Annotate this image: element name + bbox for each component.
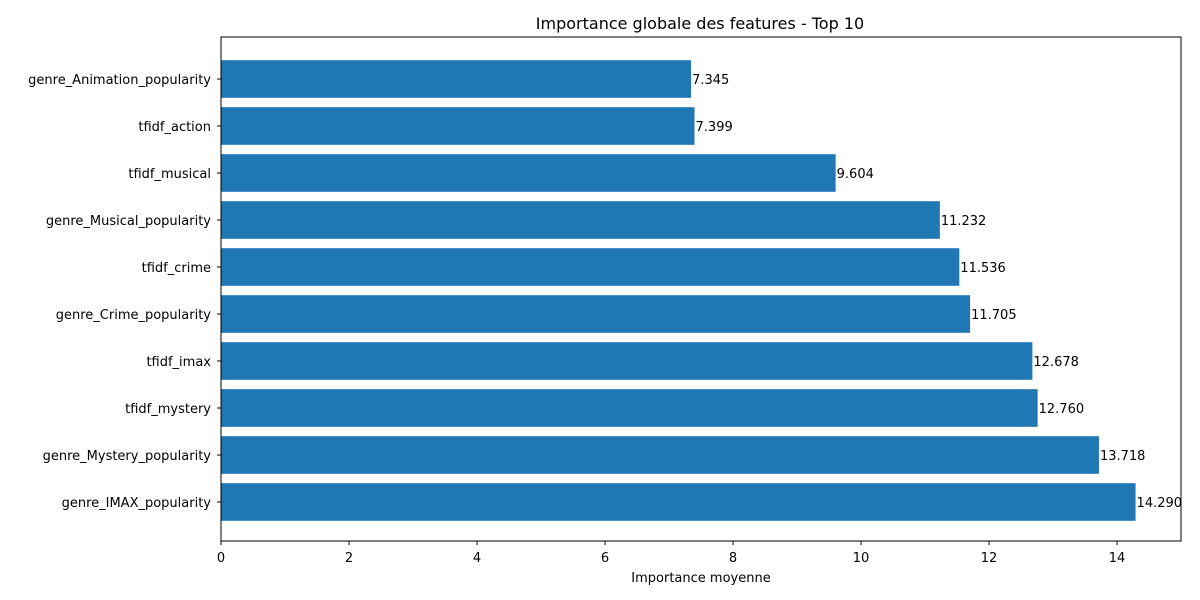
data-label: 11.232 (941, 214, 987, 229)
x-tick-label: 14 (1109, 551, 1126, 566)
chart-title: Importance globale des features - Top 10 (536, 14, 864, 33)
data-label: 7.399 (696, 120, 733, 135)
bar (221, 436, 1099, 474)
y-tick-label: tfidf_action (138, 120, 211, 135)
y-tick-label: genre_Crime_popularity (56, 308, 212, 323)
y-tick-label: genre_Animation_popularity (28, 73, 211, 88)
x-tick-label: 2 (345, 551, 353, 566)
y-tick-label: tfidf_crime (142, 261, 211, 276)
bar (221, 295, 971, 333)
bar (221, 60, 692, 98)
y-tick-label: genre_Mystery_popularity (43, 449, 212, 464)
plot-frame (220, 36, 1182, 542)
bar (221, 389, 1038, 427)
bar (221, 201, 940, 239)
x-tick-label: 12 (981, 551, 998, 566)
y-tick-label: genre_Musical_popularity (46, 214, 211, 229)
data-label: 11.536 (960, 261, 1006, 276)
y-tick-label: tfidf_mystery (125, 402, 211, 417)
data-label: 7.345 (692, 73, 729, 88)
x-tick-label: 6 (601, 551, 609, 566)
data-label: 9.604 (837, 167, 874, 182)
data-label: 12.678 (1033, 355, 1079, 370)
x-tick-label: 4 (473, 551, 481, 566)
x-tick-label: 8 (729, 551, 737, 566)
x-tick-label: 0 (217, 551, 225, 566)
x-axis-label: Importance moyenne (631, 571, 770, 586)
bar (221, 248, 960, 286)
data-label: 11.705 (971, 308, 1017, 323)
bar (221, 483, 1136, 521)
y-tick-label: tfidf_musical (128, 167, 211, 182)
data-label: 12.760 (1039, 402, 1085, 417)
y-tick-label: genre_IMAX_popularity (62, 496, 212, 511)
bar (221, 154, 836, 192)
data-label: 14.290 (1137, 496, 1183, 511)
bar (221, 107, 695, 145)
x-tick-label: 10 (853, 551, 870, 566)
data-label: 13.718 (1100, 449, 1146, 464)
bar (221, 342, 1033, 380)
y-tick-label: tfidf_imax (146, 355, 211, 370)
